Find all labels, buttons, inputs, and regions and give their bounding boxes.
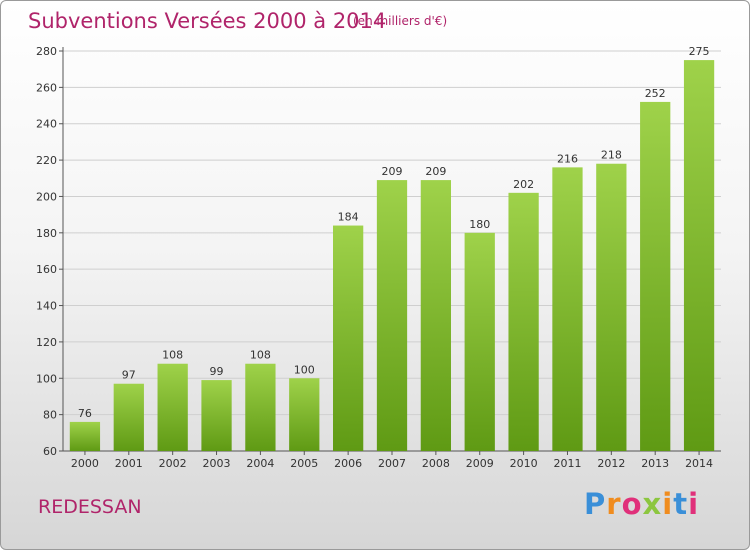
bar xyxy=(508,192,539,451)
bar xyxy=(157,363,188,451)
bar-value-label: 184 xyxy=(338,211,359,224)
y-tick-label: 200 xyxy=(36,190,57,203)
logo-letter: i xyxy=(662,487,674,521)
bar-value-label: 76 xyxy=(78,407,92,420)
y-tick-label: 180 xyxy=(36,227,57,240)
y-tick-label: 100 xyxy=(36,372,57,385)
logo-letter: x xyxy=(642,487,663,521)
x-tick-label: 2004 xyxy=(246,457,274,470)
bar-value-label: 97 xyxy=(122,369,136,382)
bar xyxy=(464,232,495,451)
logo-letter: o xyxy=(621,487,643,521)
y-tick-label: 260 xyxy=(36,81,57,94)
bar xyxy=(69,421,101,451)
bar xyxy=(113,383,144,451)
bar-value-label: 275 xyxy=(689,45,710,58)
x-tick-label: 2005 xyxy=(290,457,318,470)
bars xyxy=(69,60,715,451)
bar-value-label: 216 xyxy=(557,152,578,165)
bar xyxy=(245,363,276,451)
bar xyxy=(596,163,627,451)
x-tick-label: 2010 xyxy=(510,457,538,470)
x-tick-label: 2009 xyxy=(466,457,494,470)
chart-unit-label: (en milliers d'€) xyxy=(353,14,448,28)
bar xyxy=(201,380,232,451)
x-tick-label: 2012 xyxy=(597,457,625,470)
bar xyxy=(332,225,364,451)
x-tick-label: 2014 xyxy=(685,457,713,470)
logo-letter: P xyxy=(584,487,607,521)
value-labels: 76 97 108 99 108 100 184 209 209 180 202 216 218 252 2… xyxy=(78,45,710,420)
bar-value-label: 99 xyxy=(210,365,224,378)
y-tick-label: 140 xyxy=(36,300,57,313)
x-tick-label: 2003 xyxy=(203,457,231,470)
bar-value-label: 218 xyxy=(601,149,622,162)
bar-value-label: 202 xyxy=(513,178,534,191)
bar xyxy=(683,60,715,451)
bar xyxy=(640,101,671,451)
chart-title: Subventions Versées 2000 à 2014 xyxy=(28,9,387,33)
y-tick-label: 240 xyxy=(36,118,57,131)
logo-letter: r xyxy=(606,487,622,521)
y-tick-label: 80 xyxy=(43,409,57,422)
logo-letter: i xyxy=(688,487,700,521)
proxiti-logo: Proxiti xyxy=(584,487,699,521)
x-tick-label: 2006 xyxy=(334,457,362,470)
x-tick-label: 2002 xyxy=(159,457,187,470)
bar xyxy=(289,378,320,451)
x-tick-label: 2007 xyxy=(378,457,406,470)
x-tick-label: 2001 xyxy=(115,457,143,470)
y-tick-label: 220 xyxy=(36,154,57,167)
y-tick-label: 160 xyxy=(36,263,57,276)
bar-value-label: 108 xyxy=(250,349,271,362)
bar-value-label: 252 xyxy=(645,87,666,100)
x-tick-label: 2000 xyxy=(71,457,99,470)
bar xyxy=(376,180,408,451)
x-tick-label: 2013 xyxy=(641,457,669,470)
bar xyxy=(552,167,583,451)
x-tick-label: 2011 xyxy=(553,457,581,470)
commune-name: REDESSAN xyxy=(38,496,142,518)
y-tick-label: 60 xyxy=(43,445,57,458)
logo-letter: t xyxy=(673,487,689,521)
x-tick-label: 2008 xyxy=(422,457,450,470)
bar-value-label: 209 xyxy=(425,165,446,178)
y-tick-label: 120 xyxy=(36,336,57,349)
bar-value-label: 100 xyxy=(294,363,315,376)
bar-value-label: 108 xyxy=(162,349,183,362)
bar xyxy=(420,180,452,451)
y-tick-label: 280 xyxy=(36,45,57,58)
bar-value-label: 180 xyxy=(469,218,490,231)
bar-value-label: 209 xyxy=(382,165,403,178)
